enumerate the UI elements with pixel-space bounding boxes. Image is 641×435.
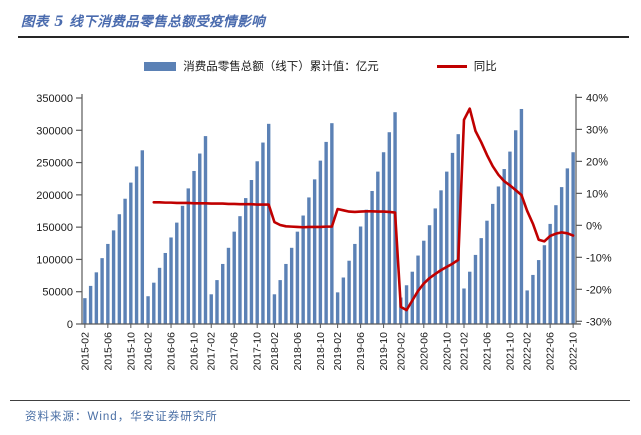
svg-text:250000: 250000 [36, 158, 73, 170]
svg-text:300000: 300000 [36, 125, 73, 137]
svg-text:50000: 50000 [42, 287, 73, 299]
svg-text:2021-02: 2021-02 [458, 332, 470, 371]
svg-text:2018-02: 2018-02 [269, 332, 281, 371]
svg-text:2018-06: 2018-06 [292, 332, 304, 371]
svg-text:2019-10: 2019-10 [378, 332, 390, 371]
svg-text:2016-02: 2016-02 [143, 332, 155, 371]
svg-text:0: 0 [67, 319, 73, 331]
svg-text:2022-10: 2022-10 [568, 332, 580, 371]
svg-text:10%: 10% [586, 188, 608, 200]
svg-text:100000: 100000 [36, 254, 73, 266]
chart-canvas: 350000 300000 250000 200000 150000 100000 5000… [36, 92, 612, 371]
svg-text:150000: 150000 [36, 222, 73, 234]
svg-text:2020-10: 2020-10 [441, 332, 453, 371]
svg-text:2020-02: 2020-02 [395, 332, 407, 371]
svg-text:2017-06: 2017-06 [229, 332, 241, 371]
svg-text:2017-10: 2017-10 [252, 332, 264, 371]
bar-series-label: 消费品零售总额（线下）累计值：亿元 [183, 61, 379, 73]
line-series-label: 同比 [473, 61, 497, 73]
svg-text:200000: 200000 [36, 190, 73, 202]
svg-text:20%: 20% [586, 156, 608, 168]
svg-text:2015-02: 2015-02 [79, 332, 91, 371]
svg-text:-30%: -30% [586, 316, 612, 328]
line-series-swatch-icon [436, 64, 467, 68]
data-source-note: 资料来源：Wind，华安证券研究所 [25, 411, 218, 423]
chart-legend: 消费品零售总额（线下）累计值：亿元 同比 [0, 58, 641, 74]
svg-text:2016-10: 2016-10 [189, 332, 201, 371]
svg-text:2016-06: 2016-06 [166, 332, 178, 371]
svg-text:2015-06: 2015-06 [102, 332, 114, 371]
svg-text:2017-02: 2017-02 [206, 332, 218, 371]
svg-text:30%: 30% [586, 124, 608, 136]
svg-text:2021-10: 2021-10 [504, 332, 516, 371]
svg-text:2020-06: 2020-06 [418, 332, 430, 371]
svg-text:2015-10: 2015-10 [125, 332, 137, 371]
svg-text:2019-02: 2019-02 [332, 332, 344, 371]
svg-text:40%: 40% [586, 92, 608, 104]
svg-text:2022-02: 2022-02 [522, 332, 534, 371]
svg-text:2021-06: 2021-06 [481, 332, 493, 371]
svg-text:2022-06: 2022-06 [545, 332, 557, 371]
chart-area: 350000 300000 250000 200000 150000 100000 5000… [0, 84, 641, 403]
legend-item-line: 同比 [436, 58, 497, 74]
figure-title: 图表 5 线下消费品零售总额受疫情影响 [21, 14, 266, 30]
svg-text:2019-06: 2019-06 [355, 332, 367, 371]
svg-text:-20%: -20% [586, 284, 612, 296]
svg-text:-10%: -10% [586, 252, 612, 264]
svg-text:350000: 350000 [36, 93, 73, 105]
svg-text:0%: 0% [586, 220, 602, 232]
legend-item-bars: 消费品零售总额（线下）累计值：亿元 [144, 58, 379, 74]
svg-text:2018-10: 2018-10 [315, 332, 327, 371]
bar-series-swatch-icon [144, 61, 177, 71]
footer-divider [10, 400, 630, 401]
title-divider [18, 36, 629, 38]
